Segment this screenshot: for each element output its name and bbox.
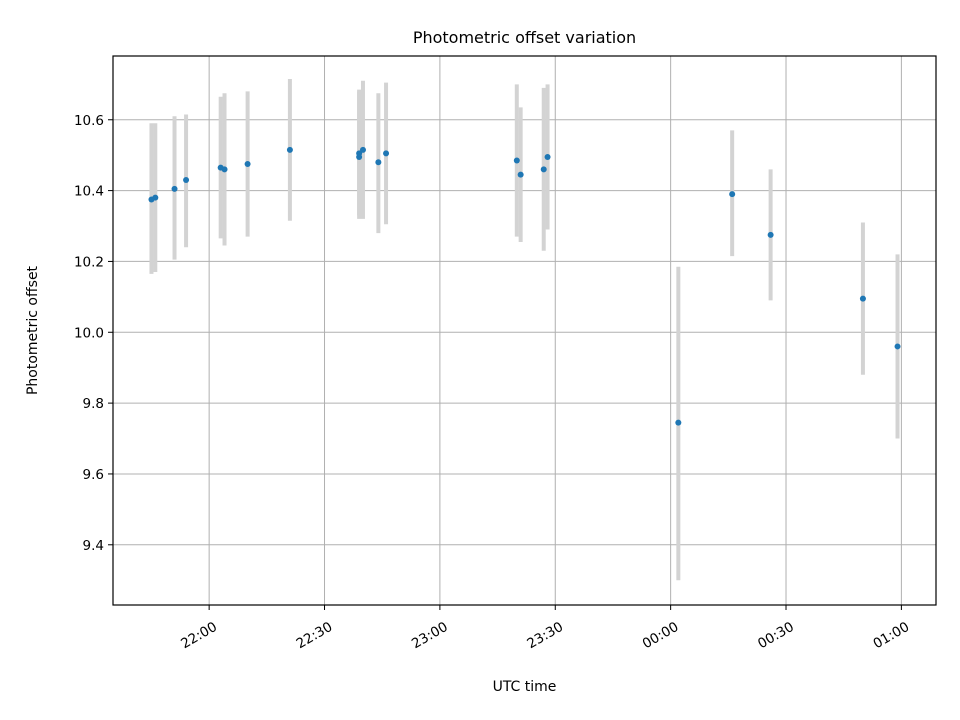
- data-point: [286, 146, 293, 153]
- data-point: [544, 153, 551, 160]
- chart-title: Photometric offset variation: [413, 28, 636, 47]
- y-tick-label: 10.2: [74, 254, 104, 270]
- y-tick-label: 9.6: [83, 467, 104, 483]
- data-point: [375, 159, 382, 166]
- data-point: [675, 419, 682, 426]
- plot-frame: [112, 55, 937, 606]
- x-axis-label: UTC time: [493, 679, 557, 695]
- data-point: [152, 194, 159, 201]
- data-point: [359, 146, 366, 153]
- data-point: [221, 166, 228, 173]
- data-point: [183, 176, 190, 183]
- data-point: [171, 185, 178, 192]
- data-point: [767, 231, 774, 238]
- data-point: [383, 150, 390, 157]
- grid: [113, 56, 936, 605]
- data-point: [859, 295, 866, 302]
- data-point: [244, 161, 251, 168]
- y-tick-label: 10.0: [74, 325, 104, 341]
- y-axis-label: Photometric offset: [25, 265, 41, 395]
- data-point: [513, 157, 520, 164]
- y-axis-ticks: 9.4 9.6 9.8 10.0 10.2 10.4 10.6: [74, 113, 113, 554]
- data-point: [729, 191, 736, 198]
- y-tick-label: 10.4: [74, 184, 104, 200]
- data-point: [356, 150, 363, 157]
- y-tick-label: 9.8: [83, 396, 104, 412]
- data-points: [148, 146, 901, 426]
- data-point: [517, 171, 524, 178]
- data-point: [894, 343, 901, 350]
- y-tick-label: 9.4: [83, 538, 104, 554]
- y-tick-label: 10.6: [74, 113, 104, 129]
- data-point: [540, 166, 547, 173]
